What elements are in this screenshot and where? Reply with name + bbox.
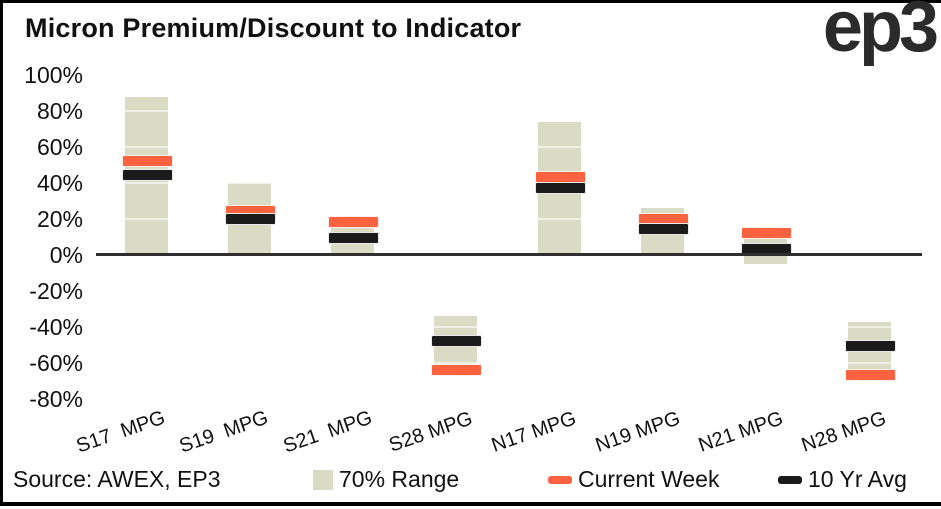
- current-week-band: [844, 369, 896, 382]
- y-axis-tick: 40%: [36, 170, 83, 196]
- y-axis-tick: 20%: [36, 206, 83, 232]
- gridline: [96, 218, 922, 220]
- gridline: [96, 146, 922, 148]
- ep3-logo: ep3: [822, 0, 939, 67]
- y-axis-tick: 0%: [49, 242, 83, 268]
- legend-label-10yr-avg: 10 Yr Avg: [808, 466, 907, 492]
- ten-yr-avg-band: [224, 212, 276, 225]
- gridline: [96, 182, 922, 184]
- gridline: [96, 326, 922, 328]
- y-axis-tick: 100%: [24, 62, 83, 88]
- y-axis-tick: 60%: [36, 134, 83, 160]
- legend-item-10yr-avg: 10 Yr Avg: [778, 466, 907, 493]
- y-axis-tick: -60%: [29, 350, 83, 376]
- y-axis-tick: -40%: [29, 314, 83, 340]
- ten-yr-avg-band: [534, 181, 586, 194]
- ten-yr-avg-band: [328, 232, 380, 245]
- gridline: [96, 110, 922, 112]
- plot-area: 100% 80% 60% 40% 20% 0% -20% -40% -60% -80% S17 MP…: [3, 3, 941, 509]
- gridline: [96, 398, 922, 400]
- gridline: [96, 362, 922, 364]
- current-week-band: [121, 154, 173, 167]
- current-week-band: [328, 216, 380, 229]
- chart-title: Micron Premium/Discount to Indicator: [25, 13, 522, 43]
- ten-yr-avg-band: [121, 169, 173, 182]
- y-axis-tick: -20%: [29, 278, 83, 304]
- gridline: [96, 74, 922, 76]
- ten-yr-avg-band: [844, 340, 896, 353]
- legend-item-current-week: Current Week: [548, 466, 719, 493]
- chart-header: Micron Premium/Discount to Indicator ep3: [3, 0, 941, 67]
- current-week-band: [741, 226, 793, 239]
- legend-label-current-week: Current Week: [578, 466, 720, 492]
- range-swatch-icon: [313, 469, 333, 490]
- chart-footer: Source: AWEX, EP3 70% Range Current Week…: [3, 458, 941, 502]
- gridline: [96, 290, 922, 292]
- ten-yr-avg-band: [638, 223, 689, 236]
- current-week-band: [431, 363, 483, 376]
- y-axis-tick: 80%: [36, 98, 83, 124]
- ten-yr-avg-band: [431, 334, 483, 347]
- current-week-swatch-icon: [548, 475, 572, 484]
- ten-yr-avg-swatch-icon: [778, 475, 802, 484]
- source-note: Source: AWEX, EP3: [13, 466, 221, 492]
- y-axis-tick: -80%: [29, 386, 83, 412]
- legend-label-range: 70% Range: [339, 466, 460, 492]
- x-axis-zero-line: [96, 253, 922, 256]
- legend-item-range: 70% Range: [313, 466, 459, 493]
